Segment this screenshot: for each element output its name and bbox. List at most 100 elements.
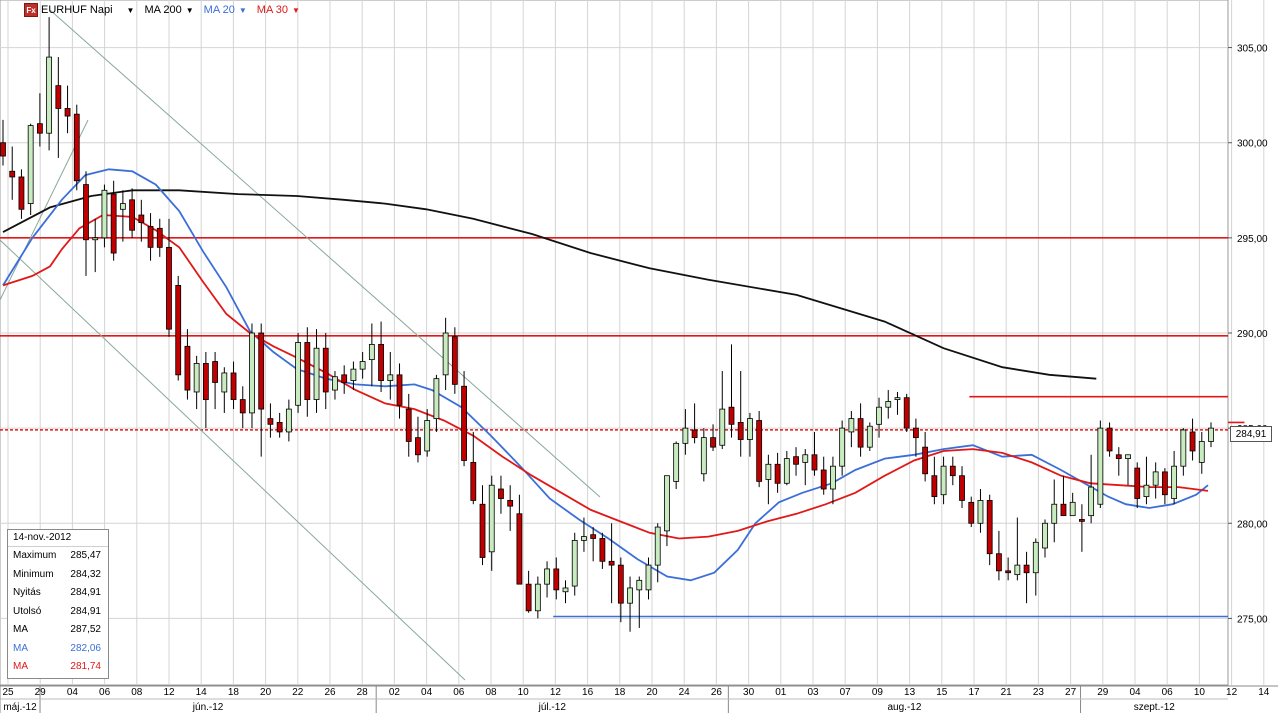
chevron-down-icon[interactable]: ▼ [238, 5, 247, 15]
candle [1143, 484, 1150, 498]
x-tick-label: 24 [679, 687, 691, 698]
candle [857, 418, 864, 448]
x-month-label: máj.-12 [3, 702, 37, 713]
candle [488, 484, 495, 553]
candle [1088, 486, 1095, 517]
candle [1161, 471, 1168, 496]
candle [193, 363, 200, 393]
info-row-label: Utolsó [13, 605, 42, 617]
candle [359, 361, 366, 370]
candle [654, 526, 661, 566]
x-tick-label: 07 [840, 687, 852, 698]
chevron-down-icon[interactable]: ▼ [126, 5, 135, 15]
ma-line-ma20 [2, 168, 1209, 582]
info-row-label: Maximum [13, 550, 57, 561]
candle [571, 539, 578, 587]
y-tick-label: 280,00 [1237, 519, 1268, 530]
candle [461, 385, 467, 461]
candle [1060, 503, 1067, 517]
fx-icon: Fx [24, 3, 38, 17]
x-tick-label: 01 [775, 687, 787, 698]
candle [221, 372, 228, 393]
candle [119, 203, 126, 210]
candle [876, 406, 882, 425]
candle [903, 397, 910, 429]
candle [885, 401, 892, 408]
candle [1115, 454, 1122, 459]
candle [156, 227, 163, 248]
candle [664, 475, 670, 532]
x-tick-label: 22 [292, 687, 304, 698]
candle [756, 420, 763, 482]
candle [18, 176, 25, 210]
x-tick-label: 09 [872, 687, 884, 698]
candle [544, 568, 550, 585]
candle [599, 538, 606, 562]
candle [1208, 427, 1214, 442]
info-row-value: 287,52 [70, 624, 101, 635]
candle [608, 560, 615, 566]
info-row: MA 282,06 [8, 640, 108, 659]
candle [147, 226, 154, 248]
candle [267, 418, 274, 425]
candle [534, 583, 541, 612]
candle [230, 372, 237, 400]
channel-line [0, 239, 466, 681]
candle [258, 332, 265, 410]
candle [811, 454, 818, 471]
candle [830, 465, 836, 490]
candle [470, 461, 477, 501]
x-tick-label: 29 [1097, 687, 1109, 698]
ma-line-ma200 [2, 189, 1097, 380]
candle [46, 56, 53, 134]
info-row-value: 284,91 [70, 605, 101, 617]
candle [295, 342, 301, 406]
candle [110, 193, 117, 254]
candle [1097, 427, 1104, 505]
chevron-down-icon[interactable]: ▼ [291, 5, 300, 15]
candle [986, 500, 993, 555]
x-month-label: jún.-12 [192, 702, 224, 713]
x-tick-label: 12 [550, 687, 562, 698]
candle [996, 553, 1002, 572]
candle [931, 475, 938, 498]
candle [73, 113, 80, 182]
candle [783, 458, 790, 484]
x-tick-label: 02 [389, 687, 401, 698]
candle [0, 142, 6, 157]
ma30-toggle[interactable]: MA 30 ▼ [257, 4, 300, 16]
instrument-selector[interactable]: Fx EURHUF Napi ▼ [24, 3, 134, 17]
x-tick-label: 06 [1162, 687, 1174, 698]
candle [968, 501, 975, 524]
info-row: MA 281,74 [8, 658, 108, 677]
candle [129, 199, 135, 231]
ma200-toggle[interactable]: MA 200 ▼ [144, 4, 193, 16]
plot-area [0, 0, 1229, 686]
candle [1069, 501, 1076, 517]
x-tick-label: 10 [518, 687, 530, 698]
candle [793, 456, 799, 465]
candle [166, 246, 172, 330]
x-tick-label: 04 [67, 687, 79, 698]
info-row-label: MA [13, 661, 28, 672]
ma20-toggle[interactable]: MA 20 ▼ [204, 4, 247, 16]
candle [498, 488, 504, 499]
y-tick-label: 275,00 [1237, 614, 1268, 625]
candle [202, 363, 209, 400]
candle [1079, 519, 1085, 522]
info-row: Minimum 284,32 [8, 566, 108, 585]
candle [249, 332, 255, 414]
x-tick-label: 27 [1065, 687, 1077, 698]
x-tick-label: 26 [711, 687, 723, 698]
candle [368, 344, 375, 361]
candle [433, 378, 440, 420]
candle [737, 422, 744, 440]
candle [673, 442, 680, 482]
candle [64, 108, 71, 117]
candle [1051, 503, 1058, 524]
x-tick-label: 10 [1194, 687, 1206, 698]
candle [332, 376, 338, 391]
x-tick-label: 18 [614, 687, 626, 698]
chevron-down-icon[interactable]: ▼ [185, 5, 194, 15]
